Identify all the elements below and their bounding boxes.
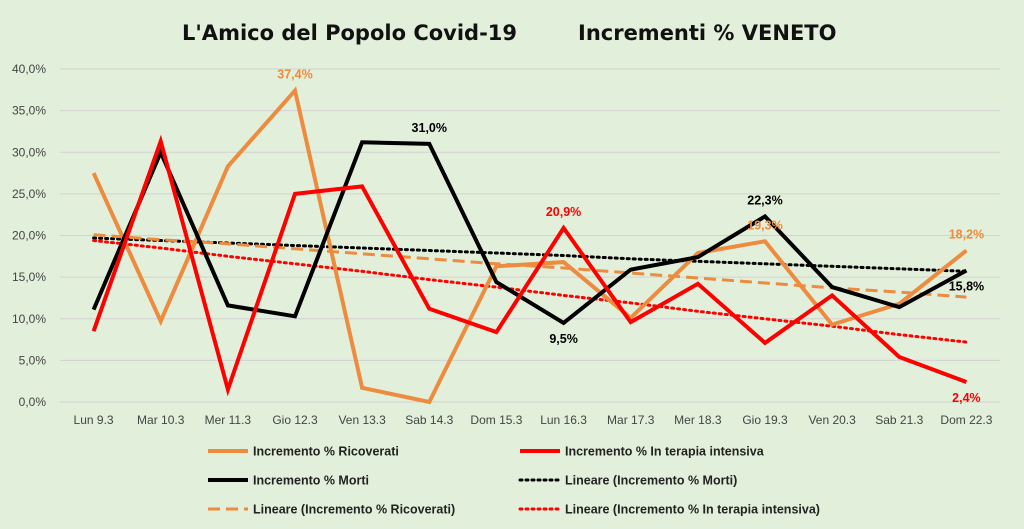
data-label: 22,3%: [747, 193, 782, 207]
y-tick-label: 35,0%: [12, 104, 46, 118]
data-label: 20,9%: [546, 205, 581, 219]
y-tick-label: 25,0%: [12, 187, 46, 201]
legend-label: Incremento % Ricoverati: [253, 445, 399, 459]
x-tick-label: Dom 22.3: [940, 413, 992, 427]
x-tick-label: Lun 16.3: [540, 413, 587, 427]
data-labels: 37,4% 31,0% 20,9% 9,5% 22,3% 19,3% 18,2% 15,8% 2…: [277, 68, 984, 405]
legend-label: Lineare (Incremento % Ricoverati): [253, 503, 455, 517]
data-label: 31,0%: [412, 121, 447, 135]
x-tick-label: Sab 21.3: [875, 413, 923, 427]
series-incremento-ricoverati: [91, 86, 968, 405]
series-incremento-in-terapia-intensiva: [91, 134, 968, 397]
series-lines: [91, 86, 968, 405]
x-tick-label: Gio 12.3: [272, 413, 318, 427]
x-tick-label: Ven 13.3: [338, 413, 386, 427]
chart-title: L'Amico del Popolo Covid-19: [182, 21, 517, 45]
data-label: 37,4%: [277, 68, 312, 82]
x-tick-label: Mer 11.3: [205, 413, 252, 427]
y-tick-label: 15,0%: [12, 270, 46, 284]
y-tick-label: 10,0%: [12, 312, 46, 326]
x-tick-label: Mar 17.3: [607, 413, 655, 427]
x-tick-label: Mer 18.3: [674, 413, 722, 427]
data-label: 19,3%: [747, 218, 782, 232]
y-axis-ticks: 0,0% 5,0% 10,0% 15,0% 20,0% 25,0% 30,0% 35,0% 40…: [12, 62, 46, 409]
data-label: 9,5%: [549, 332, 578, 346]
gridlines: [60, 68, 1000, 403]
y-tick-label: 40,0%: [12, 62, 46, 76]
legend-label: Lineare (Incremento % In terapia intensi…: [565, 503, 820, 517]
legend-label: Lineare (Incremento % Morti): [565, 474, 737, 488]
data-label: 15,8%: [949, 279, 984, 293]
legend-label: Incremento % Morti: [253, 474, 369, 488]
y-tick-label: 0,0%: [19, 395, 47, 409]
x-tick-label: Sab 14.3: [405, 413, 453, 427]
data-label: 18,2%: [949, 227, 984, 241]
y-tick-label: 30,0%: [12, 145, 46, 159]
legend: Incremento % Ricoverati Incremento % In t…: [208, 445, 820, 517]
y-tick-label: 20,0%: [12, 229, 46, 243]
x-tick-label: Lun 9.3: [74, 413, 114, 427]
y-tick-label: 5,0%: [19, 353, 47, 367]
x-axis-ticks: Lun 9.3 Mar 10.3 Mer 11.3 Gio 12.3 Ven 13.3 S…: [74, 413, 993, 427]
x-tick-label: Gio 19.3: [742, 413, 788, 427]
chart-subtitle: Incrementi % VENETO: [578, 21, 836, 45]
series-incremento-morti: [91, 140, 968, 326]
x-tick-label: Mar 10.3: [137, 413, 185, 427]
series-lineare-incremento-in-terapia-intensiva: [92, 239, 968, 344]
x-tick-label: Ven 20.3: [808, 413, 856, 427]
data-label: 2,4%: [952, 391, 981, 405]
x-tick-label: Dom 15.3: [470, 413, 522, 427]
legend-label: Incremento % In terapia intensiva: [565, 445, 765, 459]
